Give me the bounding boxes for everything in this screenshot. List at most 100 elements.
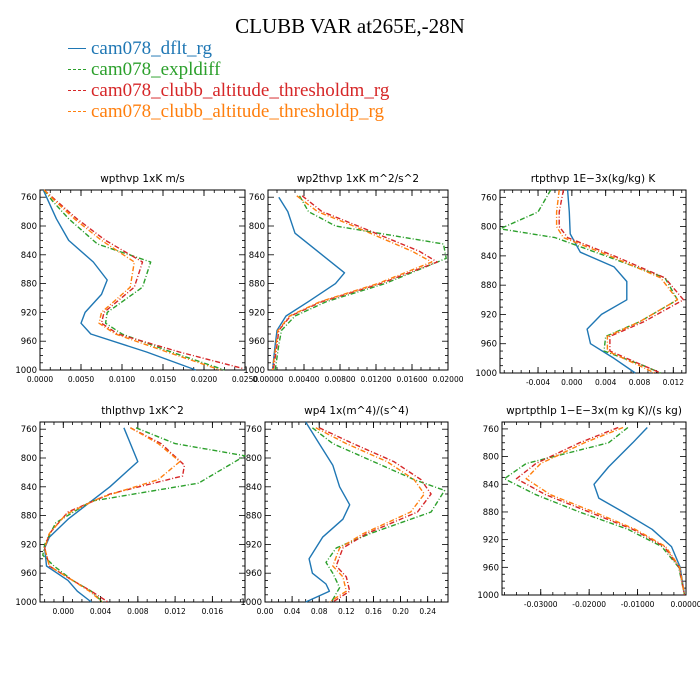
y-tick-label: 920 <box>246 540 262 550</box>
x-tick-label: 0.16 <box>365 607 382 616</box>
series-line <box>558 189 685 374</box>
series-line <box>499 189 679 374</box>
legend-item: cam078_clubb_altitude_thresholdp_rg <box>68 101 389 122</box>
x-tick-label: 0.0250 <box>232 375 258 384</box>
x-tick-label: -0.01000 <box>621 600 655 609</box>
x-tick-label: -0.02000 <box>572 600 606 609</box>
series-line <box>503 426 686 596</box>
x-tick-label: 0.0150 <box>150 375 176 384</box>
legend-swatch <box>68 90 86 91</box>
series-line <box>43 189 244 370</box>
y-tick-label: 800 <box>21 222 37 232</box>
series-line <box>43 189 225 371</box>
series-line <box>274 195 447 371</box>
x-tick-label: 0.00000 <box>252 375 283 384</box>
series-line <box>44 427 139 603</box>
plot-frame <box>39 189 246 371</box>
y-tick-label: 1000 <box>15 598 37 608</box>
panel-title: wp2thvp 1xK m^2/s^2 <box>297 173 419 185</box>
x-tick-label: 0.01200 <box>360 375 391 384</box>
panel-title: thlpthvp 1xK^2 <box>101 405 184 417</box>
plot-frame <box>499 189 687 374</box>
y-tick-label: 960 <box>246 569 262 579</box>
legend-item: cam078_expldiff <box>68 59 389 80</box>
y-tick-label: 760 <box>246 425 262 435</box>
x-tick-label: -0.03000 <box>524 600 558 609</box>
series-line <box>271 195 433 371</box>
y-tick-label: 760 <box>21 193 37 203</box>
y-tick-label: 800 <box>21 454 37 464</box>
y-tick-label: 800 <box>483 453 499 463</box>
y-tick-label: 960 <box>483 563 499 573</box>
y-tick-label: 960 <box>249 337 265 347</box>
y-tick-label: 1000 <box>243 366 265 376</box>
x-tick-label: 0.008 <box>127 607 149 616</box>
series-line <box>315 427 425 603</box>
y-tick-label: 1000 <box>475 369 497 379</box>
y-tick-label: 760 <box>21 425 37 435</box>
series-line <box>566 189 636 374</box>
y-tick-label: 920 <box>483 536 499 546</box>
legend-label: cam078_expldiff <box>91 58 221 80</box>
x-tick-label: 0.12 <box>338 607 355 616</box>
x-tick-label: 0.0050 <box>68 375 94 384</box>
legend-swatch <box>68 111 86 112</box>
plot-frame <box>264 421 449 603</box>
x-tick-label: 0.00400 <box>288 375 319 384</box>
y-tick-label: 960 <box>481 340 497 350</box>
series-line <box>42 427 246 603</box>
panel-title: wprtpthlp 1−E−3x(m kg K)/(s kg) <box>506 405 682 417</box>
y-tick-label: 800 <box>481 223 497 233</box>
y-tick-label: 1000 <box>15 366 37 376</box>
y-tick-label: 880 <box>21 280 37 290</box>
legend-swatch <box>68 48 86 49</box>
series-line <box>515 426 686 596</box>
series-line <box>271 196 346 371</box>
legend-label: cam078_clubb_altitude_thresholdm_rg <box>91 79 390 101</box>
plot-frame <box>267 189 449 371</box>
legend: cam078_dflt_rg cam078_expldiff cam078_cl… <box>68 38 389 122</box>
panel-title: wpthvp 1xK m/s <box>100 173 185 185</box>
x-tick-label: 0.012 <box>164 607 186 616</box>
x-tick-label: 0.01600 <box>396 375 427 384</box>
x-tick-label: 0.0000 <box>27 375 53 384</box>
y-tick-label: 1000 <box>240 598 262 608</box>
series-line <box>272 195 438 371</box>
x-tick-label: -0.004 <box>526 378 550 387</box>
series-line <box>305 421 351 603</box>
series-line <box>525 426 686 596</box>
y-tick-label: 800 <box>249 222 265 232</box>
series-line <box>593 427 686 596</box>
figure-title: CLUBB VAR at265E,-28N <box>235 14 465 38</box>
panel-title: rtpthvp 1E−3x(kg/kg) K <box>531 173 657 185</box>
legend-swatch <box>68 69 86 70</box>
y-tick-label: 960 <box>21 337 37 347</box>
x-tick-label: 0.04 <box>284 607 301 616</box>
x-tick-label: 0.000 <box>561 378 583 387</box>
x-tick-label: 0.016 <box>202 607 224 616</box>
y-tick-label: 840 <box>21 483 37 493</box>
x-tick-label: 0.0100 <box>109 375 135 384</box>
x-tick-label: 0.08 <box>311 607 328 616</box>
y-tick-label: 840 <box>481 252 497 262</box>
x-tick-label: 0.008 <box>629 378 651 387</box>
plot-frame <box>501 421 687 596</box>
y-tick-label: 880 <box>249 280 265 290</box>
series-line <box>43 189 221 371</box>
x-tick-label: 0.20 <box>392 607 409 616</box>
y-tick-label: 920 <box>481 310 497 320</box>
legend-label: cam078_dflt_rg <box>91 37 213 59</box>
y-tick-label: 880 <box>21 512 37 522</box>
x-tick-label: 0.00000 <box>670 600 700 609</box>
x-tick-label: 0.24 <box>419 607 436 616</box>
y-tick-label: 960 <box>21 569 37 579</box>
y-tick-label: 760 <box>481 193 497 203</box>
plot-frame <box>39 421 246 603</box>
series-line <box>318 427 432 603</box>
y-tick-label: 840 <box>483 480 499 490</box>
y-tick-label: 920 <box>21 308 37 318</box>
series-line <box>311 427 446 603</box>
series-line <box>555 189 679 374</box>
x-tick-label: 0.004 <box>595 378 617 387</box>
